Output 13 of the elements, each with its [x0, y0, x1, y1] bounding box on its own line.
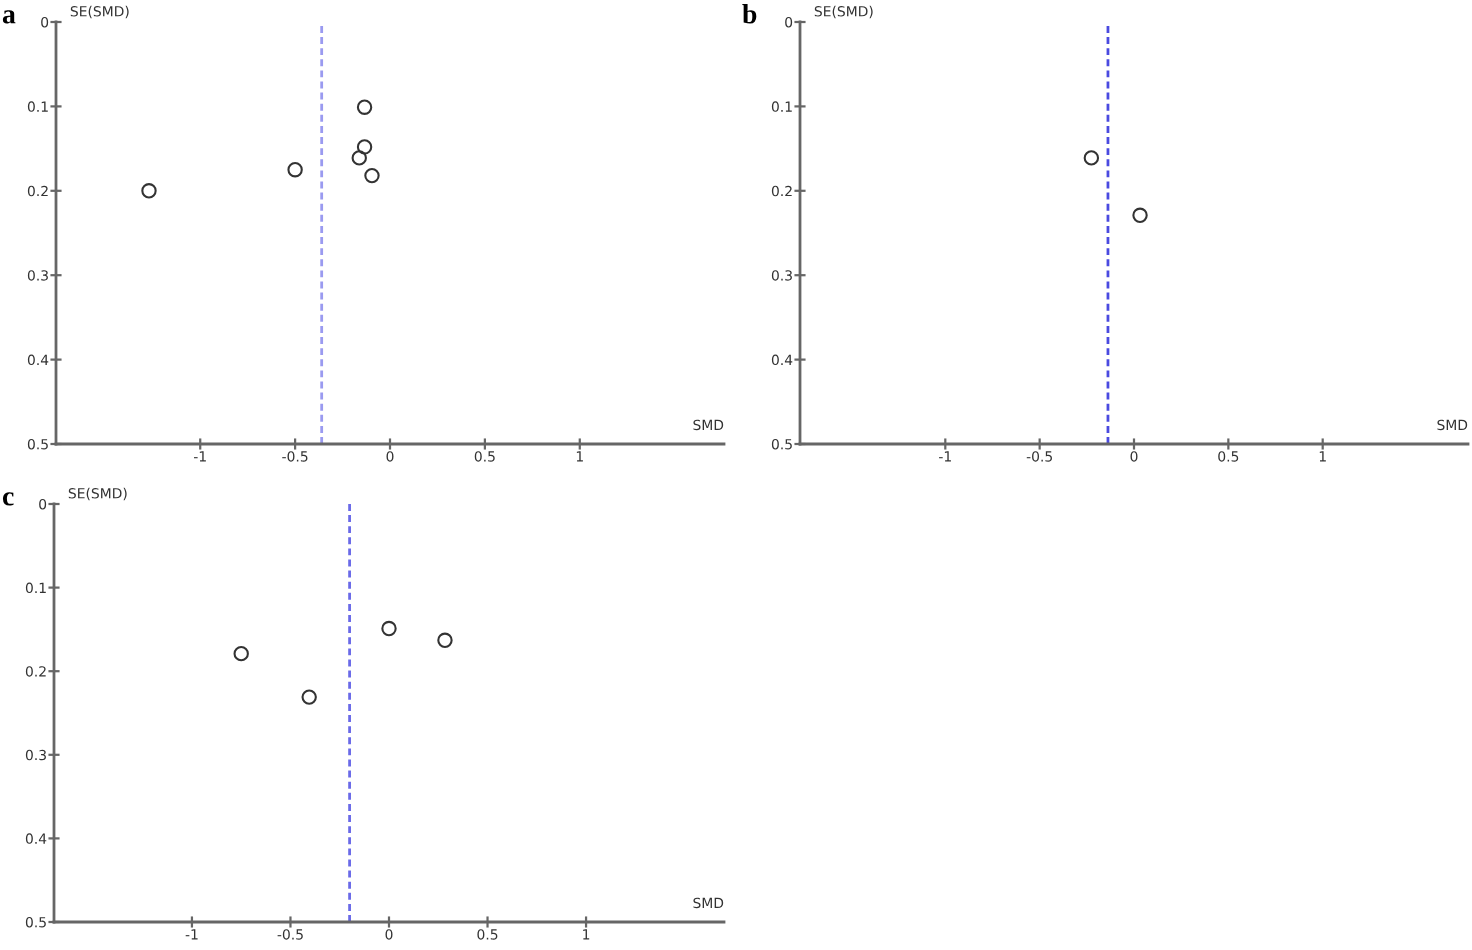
point [233, 645, 249, 662]
chart-title: c [2, 492, 14, 506]
point [287, 161, 303, 178]
point [351, 150, 367, 166]
point [437, 632, 453, 648]
point [356, 99, 373, 115]
point [301, 689, 317, 705]
point [356, 139, 373, 155]
point [381, 620, 397, 637]
chart-title: b [742, 4, 757, 24]
chart-title: a [2, 10, 16, 24]
point [141, 183, 157, 199]
point [364, 167, 380, 184]
